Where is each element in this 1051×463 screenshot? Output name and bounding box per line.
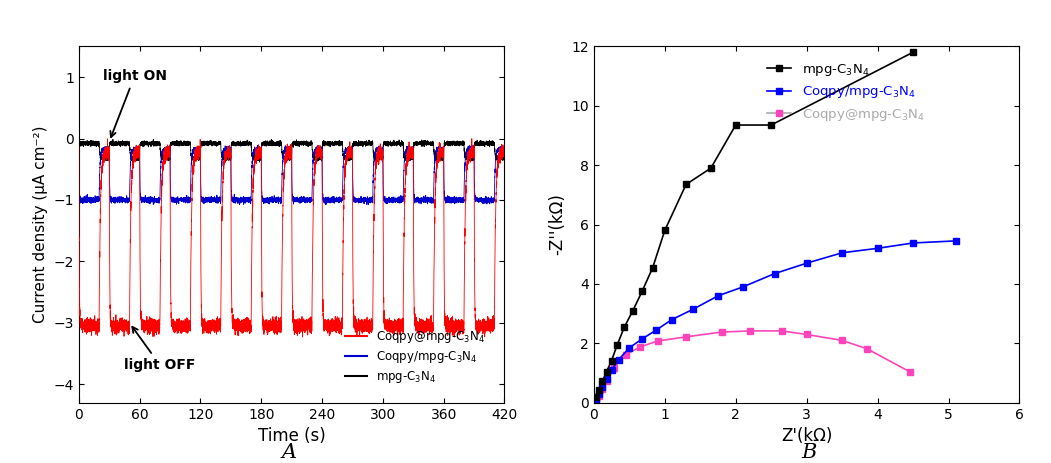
Legend: mpg-C$_3$N$_4$, Coqpy/mpg-C$_3$N$_4$, Coqpy@mpg-C$_3$N$_4$: mpg-C$_3$N$_4$, Coqpy/mpg-C$_3$N$_4$, Co… — [762, 56, 930, 128]
Y-axis label: -Z''(kΩ): -Z''(kΩ) — [548, 194, 565, 256]
Text: light OFF: light OFF — [124, 327, 195, 372]
Text: light ON: light ON — [103, 69, 166, 137]
Text: A: A — [282, 444, 296, 463]
X-axis label: Time (s): Time (s) — [257, 427, 326, 445]
Legend: Coqpy@mpg-C$_3$N$_4$, Coqpy/mpg-C$_3$N$_4$, mpg-C$_3$N$_4$: Coqpy@mpg-C$_3$N$_4$, Coqpy/mpg-C$_3$N$_… — [341, 324, 490, 390]
X-axis label: Z'(kΩ): Z'(kΩ) — [781, 427, 832, 445]
Text: B: B — [802, 444, 817, 463]
Y-axis label: Current density (μA cm⁻²): Current density (μA cm⁻²) — [33, 126, 48, 323]
